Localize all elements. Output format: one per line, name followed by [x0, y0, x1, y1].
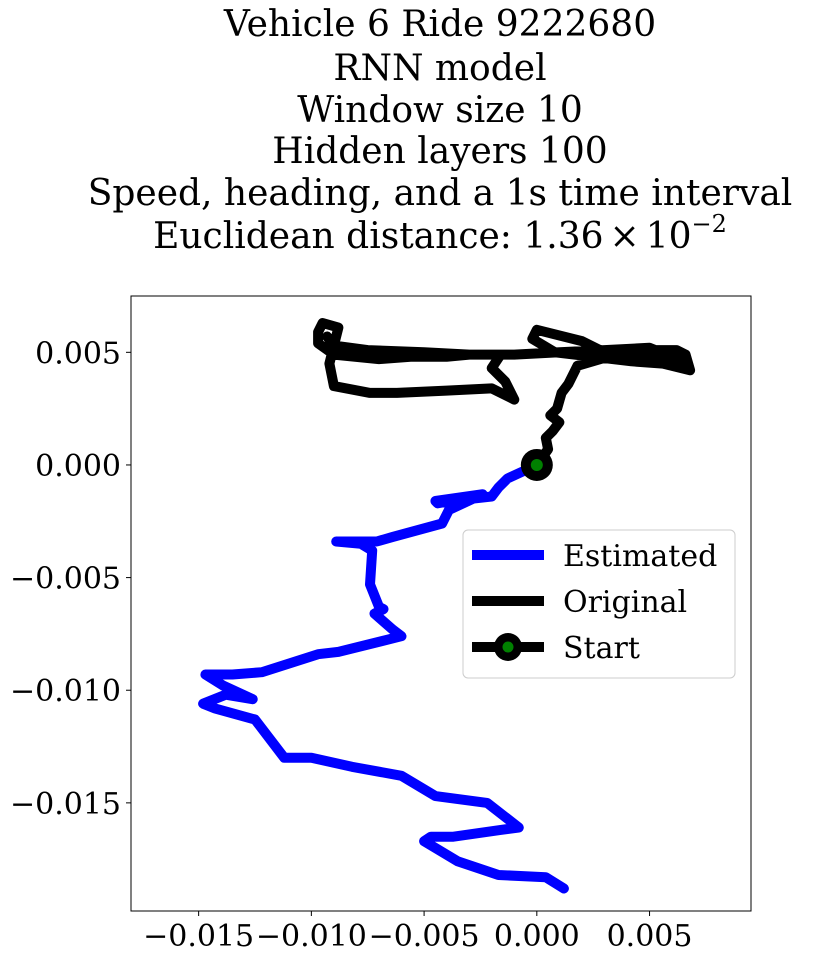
y-tick-label-0: 0.005: [35, 336, 121, 371]
chart-title: Vehicle 6 Ride 9222680 RNN model Window …: [88, 4, 793, 257]
legend: Estimated Original Start: [462, 529, 736, 679]
series-line-original: [313, 318, 696, 470]
y-tick-label-1: 0.000: [35, 449, 121, 484]
legend-start-marker-inner: [502, 641, 514, 653]
title-distance-exponent: −2: [692, 210, 727, 238]
title-line-4: Hidden layers 100: [272, 131, 607, 172]
y-tick-label-4: −0.015: [10, 787, 121, 822]
x-tick-label-2: −0.005: [369, 919, 480, 954]
legend-original-label: Original: [563, 585, 687, 620]
title-distance-base: 10: [646, 216, 692, 257]
axes-frame: [130, 295, 752, 912]
x-tick-label-1: −0.010: [256, 919, 367, 954]
x-axis-ticks: −0.015 −0.010 −0.005 0.000 0.005: [143, 911, 692, 954]
title-distance-times: ×: [610, 216, 640, 257]
y-tick-label-3: −0.010: [10, 674, 121, 709]
legend-start-label: Start: [563, 631, 640, 666]
title-line-5: Speed, heading, and a 1s time interval: [88, 173, 793, 214]
x-tick-label-4: 0.005: [607, 919, 693, 954]
start-marker-inner: [530, 458, 543, 471]
title-line-1: Vehicle 6 Ride 9222680: [223, 4, 656, 45]
legend-estimated-label: Estimated: [563, 539, 717, 574]
y-axis-ticks: 0.005 0.000 −0.005 −0.010 −0.015: [10, 336, 131, 822]
y-tick-label-2: −0.005: [10, 562, 121, 597]
title-line-3: Window size 10: [297, 90, 583, 131]
legend-box: [462, 529, 736, 679]
series-line-estimated: [198, 460, 569, 894]
title-distance-prefix: Euclidean distance: 1.36: [153, 216, 603, 257]
x-tick-label-0: −0.015: [143, 919, 254, 954]
series-layer: [198, 318, 696, 894]
title-line-2: RNN model: [333, 48, 546, 89]
title-line-6: Euclidean distance: 1.36 × 10−2: [153, 210, 727, 257]
x-tick-label-3: 0.000: [494, 919, 580, 954]
